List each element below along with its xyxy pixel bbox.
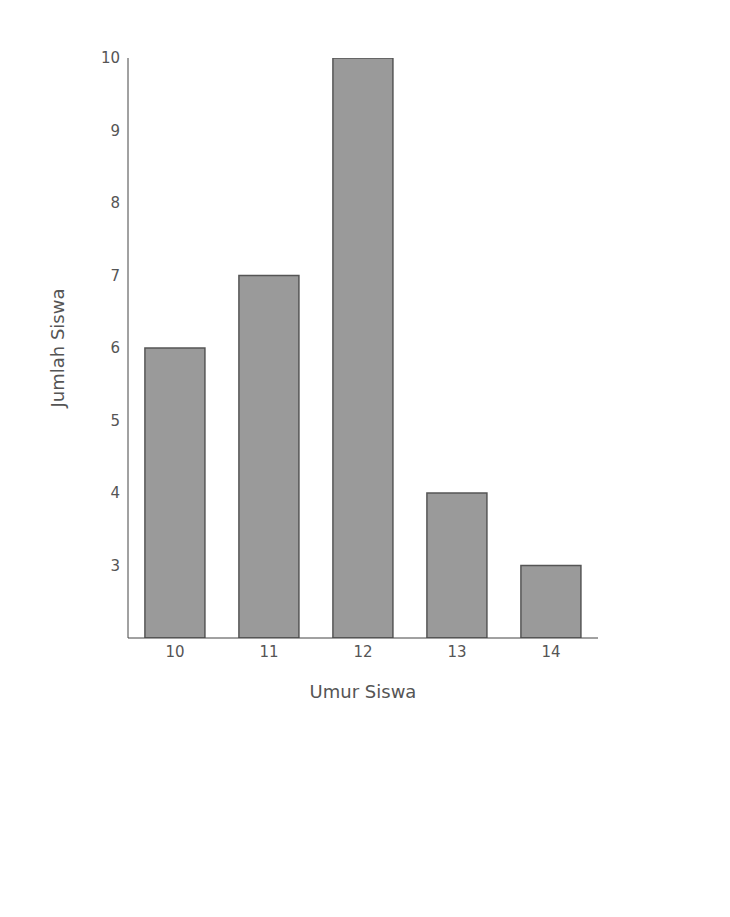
svg-text:14: 14 xyxy=(541,643,560,661)
svg-text:8: 8 xyxy=(110,194,120,212)
svg-text:5: 5 xyxy=(110,412,120,430)
svg-text:13: 13 xyxy=(447,643,466,661)
svg-text:Umur Siswa: Umur Siswa xyxy=(310,681,417,702)
svg-text:4: 4 xyxy=(110,484,120,502)
svg-text:12: 12 xyxy=(353,643,372,661)
svg-text:7: 7 xyxy=(110,267,120,285)
svg-text:3: 3 xyxy=(110,557,120,575)
svg-text:Jumlah Siswa: Jumlah Siswa xyxy=(47,289,68,409)
svg-text:11: 11 xyxy=(259,643,278,661)
svg-text:6: 6 xyxy=(110,339,120,357)
svg-text:9: 9 xyxy=(110,122,120,140)
svg-text:10: 10 xyxy=(165,643,184,661)
svg-text:10: 10 xyxy=(101,49,120,67)
